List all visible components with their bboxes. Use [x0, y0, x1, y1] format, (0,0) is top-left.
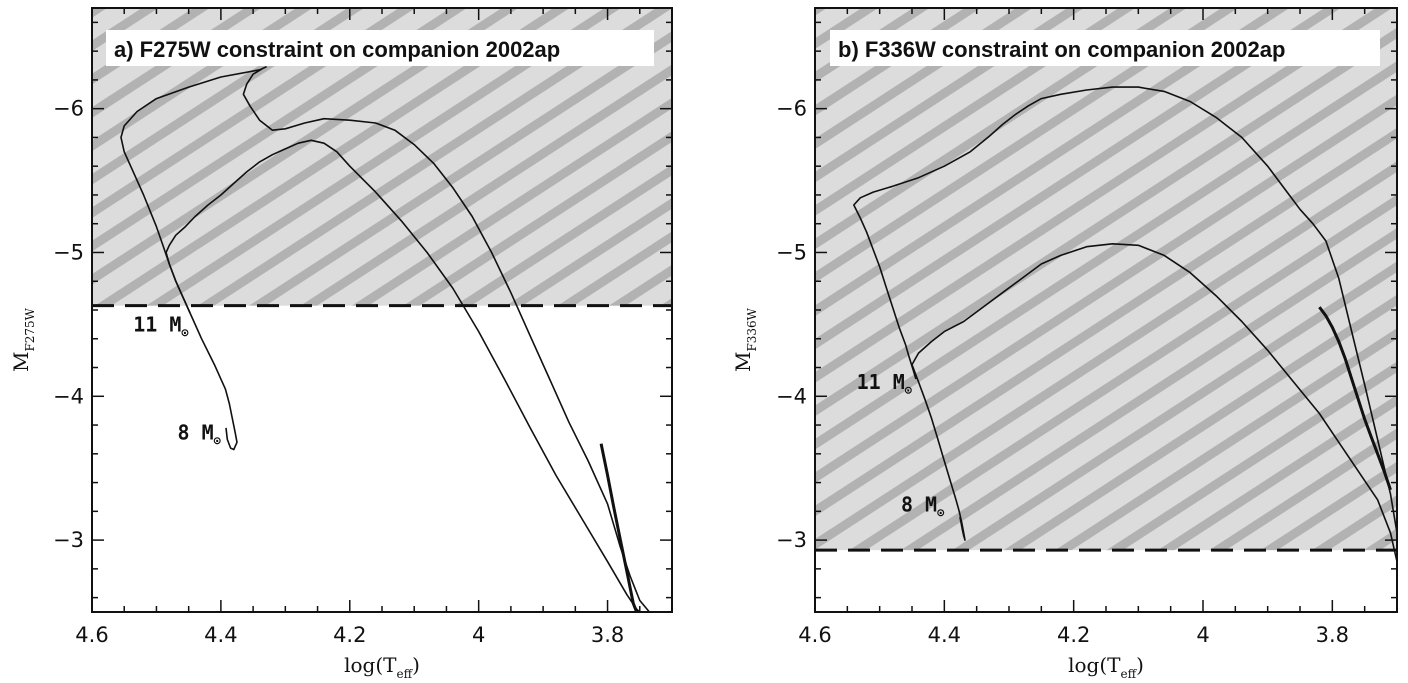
panel-b-f336w: 11 M⊙ 8 M⊙ 4.6 4.4 4.2 4 3.8 −3 −4 −5 −6 b) F336W…	[731, 7, 1398, 681]
panel-b-plot-area: 11 M⊙ 8 M⊙	[815, 8, 1397, 562]
panel-b-excluded-region	[815, 8, 1397, 551]
panel-b-y-tick-label: −4	[776, 384, 807, 408]
panel-b-y-tick-label: −5	[776, 240, 807, 264]
panel-a-mass-label-11msun: 11 M⊙	[133, 313, 189, 340]
panel-b-title: b) F336W constraint on companion 2002ap	[838, 37, 1285, 62]
panel-a-x-tick-label: 4	[472, 623, 485, 647]
panel-b-x-tick-label: 4.4	[928, 623, 961, 647]
panel-a-y-tick-label: −4	[53, 384, 84, 408]
panel-a-title: a) F275W constraint on companion 2002ap	[114, 37, 560, 62]
panel-a-x-tick-label: 4.6	[75, 623, 108, 647]
panel-a-y-tick-label: −3	[53, 528, 84, 552]
panel-a-title-box	[106, 30, 654, 66]
panel-b-x-tick-label: 4	[1196, 623, 1209, 647]
panel-b-giant-branch-line	[1318, 306, 1392, 491]
panel-a-y-tick-label: −6	[53, 97, 84, 121]
panel-a-mass-label-8msun: 8 M⊙	[178, 420, 222, 447]
panel-b-x-tick-label: 4.2	[1057, 623, 1090, 647]
panel-a-y-tick-label: −5	[53, 240, 84, 264]
panel-a-f275w: 11 M⊙ 8 M⊙ 4.6 4.4 4.2 4 3.8 −3 −4 −5 −6 a) F275W…	[9, 7, 673, 681]
panel-b-y-tick-label: −3	[776, 528, 807, 552]
panel-b-title-box	[830, 30, 1380, 66]
panel-b-x-tick-label: 3.8	[1316, 623, 1349, 647]
panel-b-ticks: 4.6 4.4 4.2 4 3.8 −3 −4 −5 −6	[776, 8, 1398, 647]
panel-a-ticks: 4.6 4.4 4.2 4 3.8 −3 −4 −5 −6	[53, 8, 673, 647]
panel-b-track-8msun	[911, 243, 1397, 562]
panel-b-x-axis-title: log(Teff)	[1068, 653, 1144, 681]
panel-a-track-11msun	[120, 66, 651, 612]
panel-a-giant-branch-line	[599, 443, 639, 612]
panel-b-x-tick-label: 4.6	[798, 623, 831, 647]
panel-a-x-tick-label: 4.2	[333, 623, 366, 647]
panel-b-y-tick-label: −6	[776, 97, 807, 121]
panel-b-mass-label-11msun: 11 M⊙	[857, 370, 913, 397]
panel-b-track-11msun	[853, 86, 1397, 534]
panel-a-track-8msun	[165, 139, 641, 612]
panel-a-y-axis-title: MF275W	[9, 307, 37, 372]
panel-a-x-tick-label: 4.4	[204, 623, 237, 647]
panel-a-x-tick-label: 3.8	[591, 623, 624, 647]
panel-b-mass-label-8msun: 8 M⊙	[901, 492, 945, 519]
panel-b-y-axis-title: MF336W	[731, 307, 759, 372]
panel-a-plot-area: 11 M⊙ 8 M⊙	[92, 8, 672, 612]
panel-a-x-axis-title: log(Teff)	[344, 653, 420, 681]
